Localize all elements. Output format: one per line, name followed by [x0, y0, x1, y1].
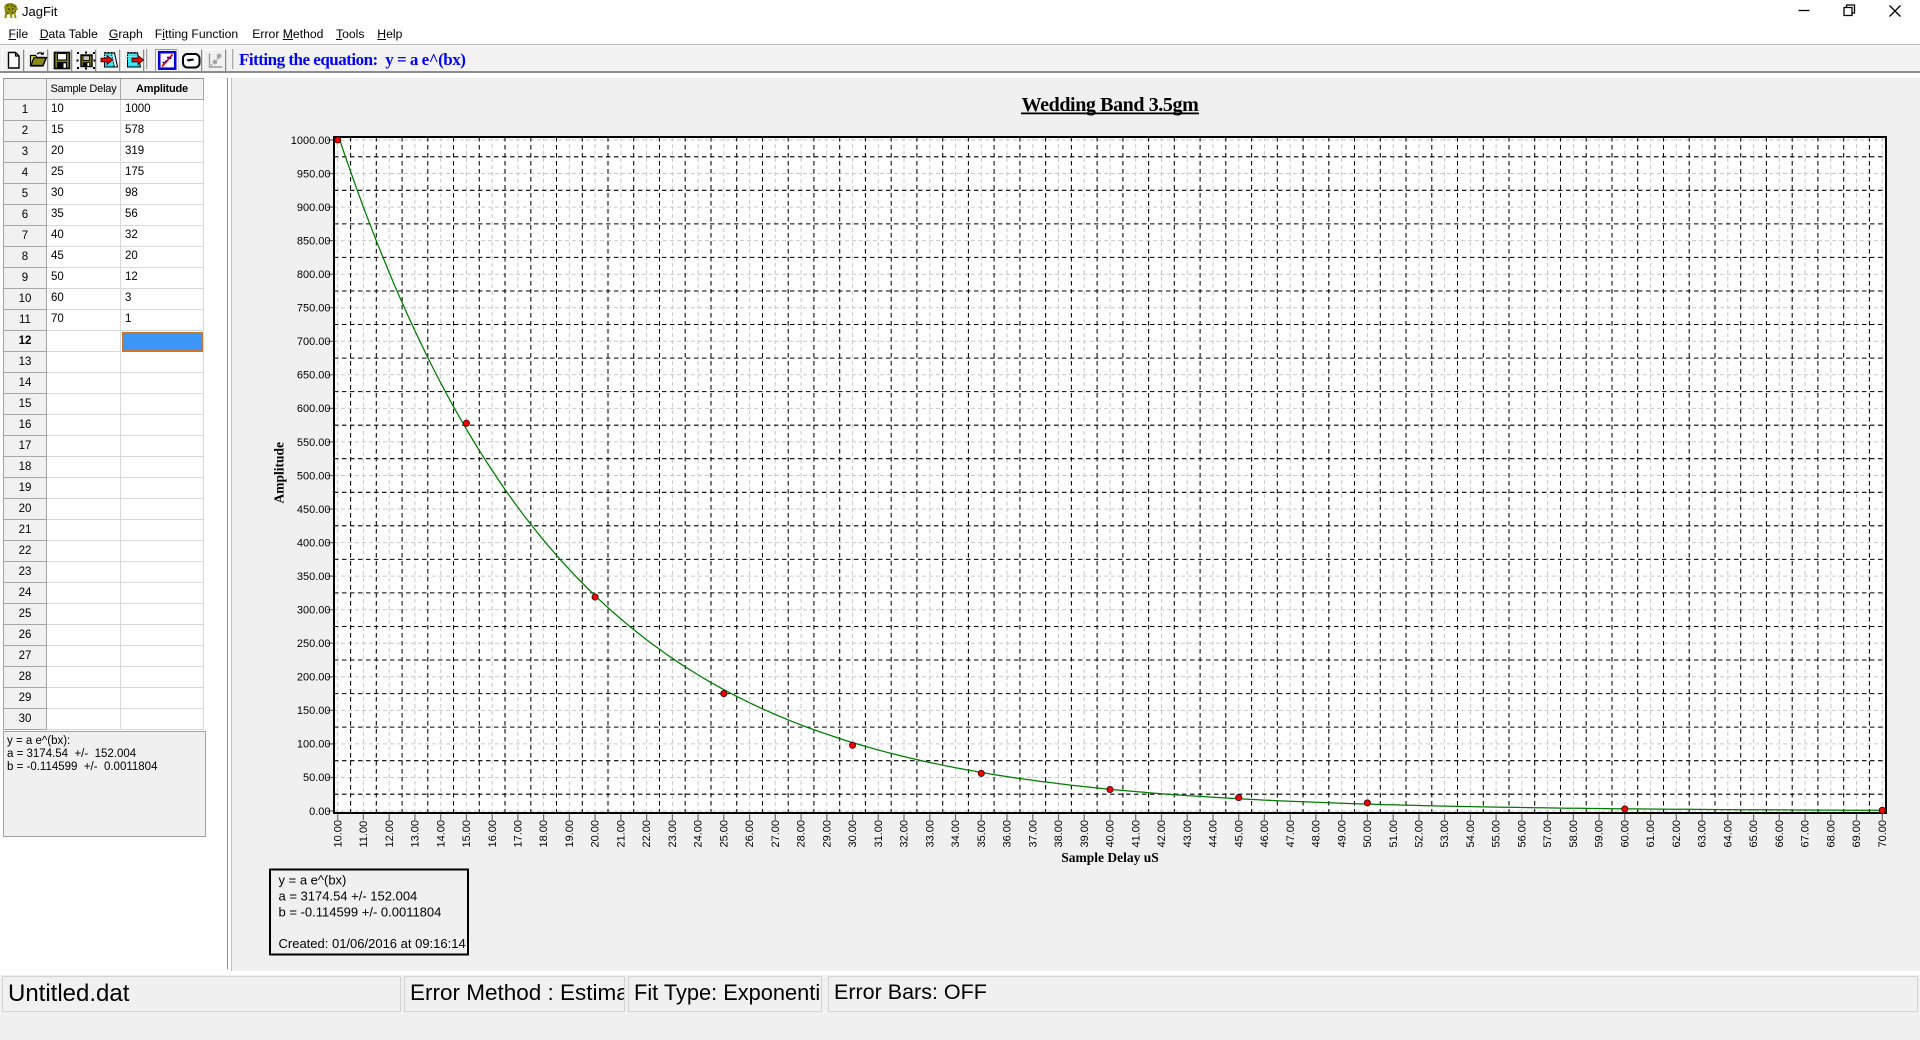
svg-text:33.00: 33.00	[924, 820, 936, 848]
svg-text:19.00: 19.00	[564, 820, 576, 848]
svg-text:56.00: 56.00	[1517, 820, 1529, 848]
svg-text:150.00: 150.00	[297, 705, 331, 717]
svg-text:600.00: 600.00	[297, 403, 331, 415]
svg-text:400.00: 400.00	[297, 537, 331, 549]
svg-text:50.00: 50.00	[1362, 820, 1374, 848]
svg-text:63.00: 63.00	[1697, 820, 1709, 848]
svg-text:39.00: 39.00	[1079, 820, 1091, 848]
svg-text:a = 3174.54 +/- 152.004: a = 3174.54 +/- 152.004	[279, 889, 418, 904]
svg-text:300.00: 300.00	[297, 605, 331, 617]
svg-text:54.00: 54.00	[1465, 820, 1477, 848]
svg-text:200.00: 200.00	[297, 672, 331, 684]
svg-text:23.00: 23.00	[667, 820, 679, 848]
svg-text:950.00: 950.00	[297, 168, 331, 180]
svg-text:50.00: 50.00	[303, 772, 331, 784]
svg-text:550.00: 550.00	[297, 437, 331, 449]
svg-text:49.00: 49.00	[1336, 820, 1348, 848]
svg-text:32.00: 32.00	[899, 820, 911, 848]
svg-text:47.00: 47.00	[1285, 820, 1297, 848]
svg-text:29.00: 29.00	[821, 820, 833, 848]
svg-text:46.00: 46.00	[1259, 820, 1271, 848]
svg-text:20.00: 20.00	[590, 820, 602, 848]
svg-text:26.00: 26.00	[744, 820, 756, 848]
svg-text:27.00: 27.00	[770, 820, 782, 848]
svg-text:500.00: 500.00	[297, 470, 331, 482]
svg-text:60.00: 60.00	[1619, 820, 1631, 848]
svg-text:12.00: 12.00	[384, 820, 396, 848]
svg-text:62.00: 62.00	[1671, 820, 1683, 848]
svg-text:850.00: 850.00	[297, 235, 331, 247]
svg-text:250.00: 250.00	[297, 638, 331, 650]
svg-text:42.00: 42.00	[1156, 820, 1168, 848]
svg-text:58.00: 58.00	[1568, 820, 1580, 848]
svg-text:y = a e^(bx): y = a e^(bx)	[279, 873, 347, 888]
svg-text:Sample Delay uS: Sample Delay uS	[1061, 850, 1159, 865]
svg-text:52.00: 52.00	[1414, 820, 1426, 848]
svg-text:37.00: 37.00	[1027, 820, 1039, 848]
svg-text:13.00: 13.00	[410, 820, 422, 848]
svg-text:18.00: 18.00	[538, 820, 550, 848]
svg-text:38.00: 38.00	[1053, 820, 1065, 848]
svg-text:14.00: 14.00	[435, 820, 447, 848]
svg-text:57.00: 57.00	[1542, 820, 1554, 848]
svg-text:700.00: 700.00	[297, 336, 331, 348]
svg-text:Amplitude: Amplitude	[272, 442, 287, 504]
svg-text:21.00: 21.00	[616, 820, 628, 848]
svg-text:750.00: 750.00	[297, 303, 331, 315]
svg-text:350.00: 350.00	[297, 571, 331, 583]
svg-text:67.00: 67.00	[1800, 820, 1812, 848]
svg-text:22.00: 22.00	[641, 820, 653, 848]
svg-text:24.00: 24.00	[693, 820, 705, 848]
svg-text:Created: 01/06/2016 at 09:16:1: Created: 01/06/2016 at 09:16:14	[279, 936, 466, 951]
svg-text:31.00: 31.00	[873, 820, 885, 848]
svg-text:55.00: 55.00	[1491, 820, 1503, 848]
svg-text:70.00: 70.00	[1877, 820, 1889, 848]
svg-text:66.00: 66.00	[1774, 820, 1786, 848]
svg-text:100.00: 100.00	[297, 739, 331, 751]
svg-text:1000.00: 1000.00	[291, 135, 331, 147]
svg-text:0.00: 0.00	[309, 806, 330, 818]
svg-text:53.00: 53.00	[1439, 820, 1451, 848]
svg-text:650.00: 650.00	[297, 370, 331, 382]
svg-text:61.00: 61.00	[1645, 820, 1657, 848]
svg-text:10.00: 10.00	[332, 820, 344, 848]
svg-text:11.00: 11.00	[358, 821, 370, 848]
svg-text:68.00: 68.00	[1825, 820, 1837, 848]
svg-text:16.00: 16.00	[487, 820, 499, 848]
svg-text:b = -0.114599 +/- 0.0011804: b = -0.114599 +/- 0.0011804	[279, 905, 442, 920]
svg-text:40.00: 40.00	[1105, 820, 1117, 848]
svg-text:48.00: 48.00	[1311, 820, 1323, 848]
svg-text:69.00: 69.00	[1851, 820, 1863, 848]
svg-text:35.00: 35.00	[976, 820, 988, 848]
svg-text:450.00: 450.00	[297, 504, 331, 516]
svg-text:28.00: 28.00	[796, 820, 808, 848]
svg-text:51.00: 51.00	[1388, 820, 1400, 848]
svg-text:64.00: 64.00	[1722, 820, 1734, 848]
svg-text:59.00: 59.00	[1594, 820, 1606, 848]
svg-text:800.00: 800.00	[297, 269, 331, 281]
svg-text:34.00: 34.00	[950, 820, 962, 848]
svg-text:36.00: 36.00	[1002, 820, 1014, 848]
svg-text:43.00: 43.00	[1182, 820, 1194, 848]
svg-text:900.00: 900.00	[297, 202, 331, 214]
svg-text:17.00: 17.00	[513, 820, 525, 848]
svg-text:30.00: 30.00	[847, 820, 859, 848]
svg-text:25.00: 25.00	[718, 820, 730, 848]
svg-text:41.00: 41.00	[1130, 820, 1142, 848]
svg-text:Wedding Band 3.5gm: Wedding Band 3.5gm	[1022, 94, 1199, 116]
svg-text:44.00: 44.00	[1208, 820, 1220, 848]
svg-text:15.00: 15.00	[461, 820, 473, 848]
svg-text:45.00: 45.00	[1233, 820, 1245, 848]
svg-text:65.00: 65.00	[1748, 820, 1760, 848]
